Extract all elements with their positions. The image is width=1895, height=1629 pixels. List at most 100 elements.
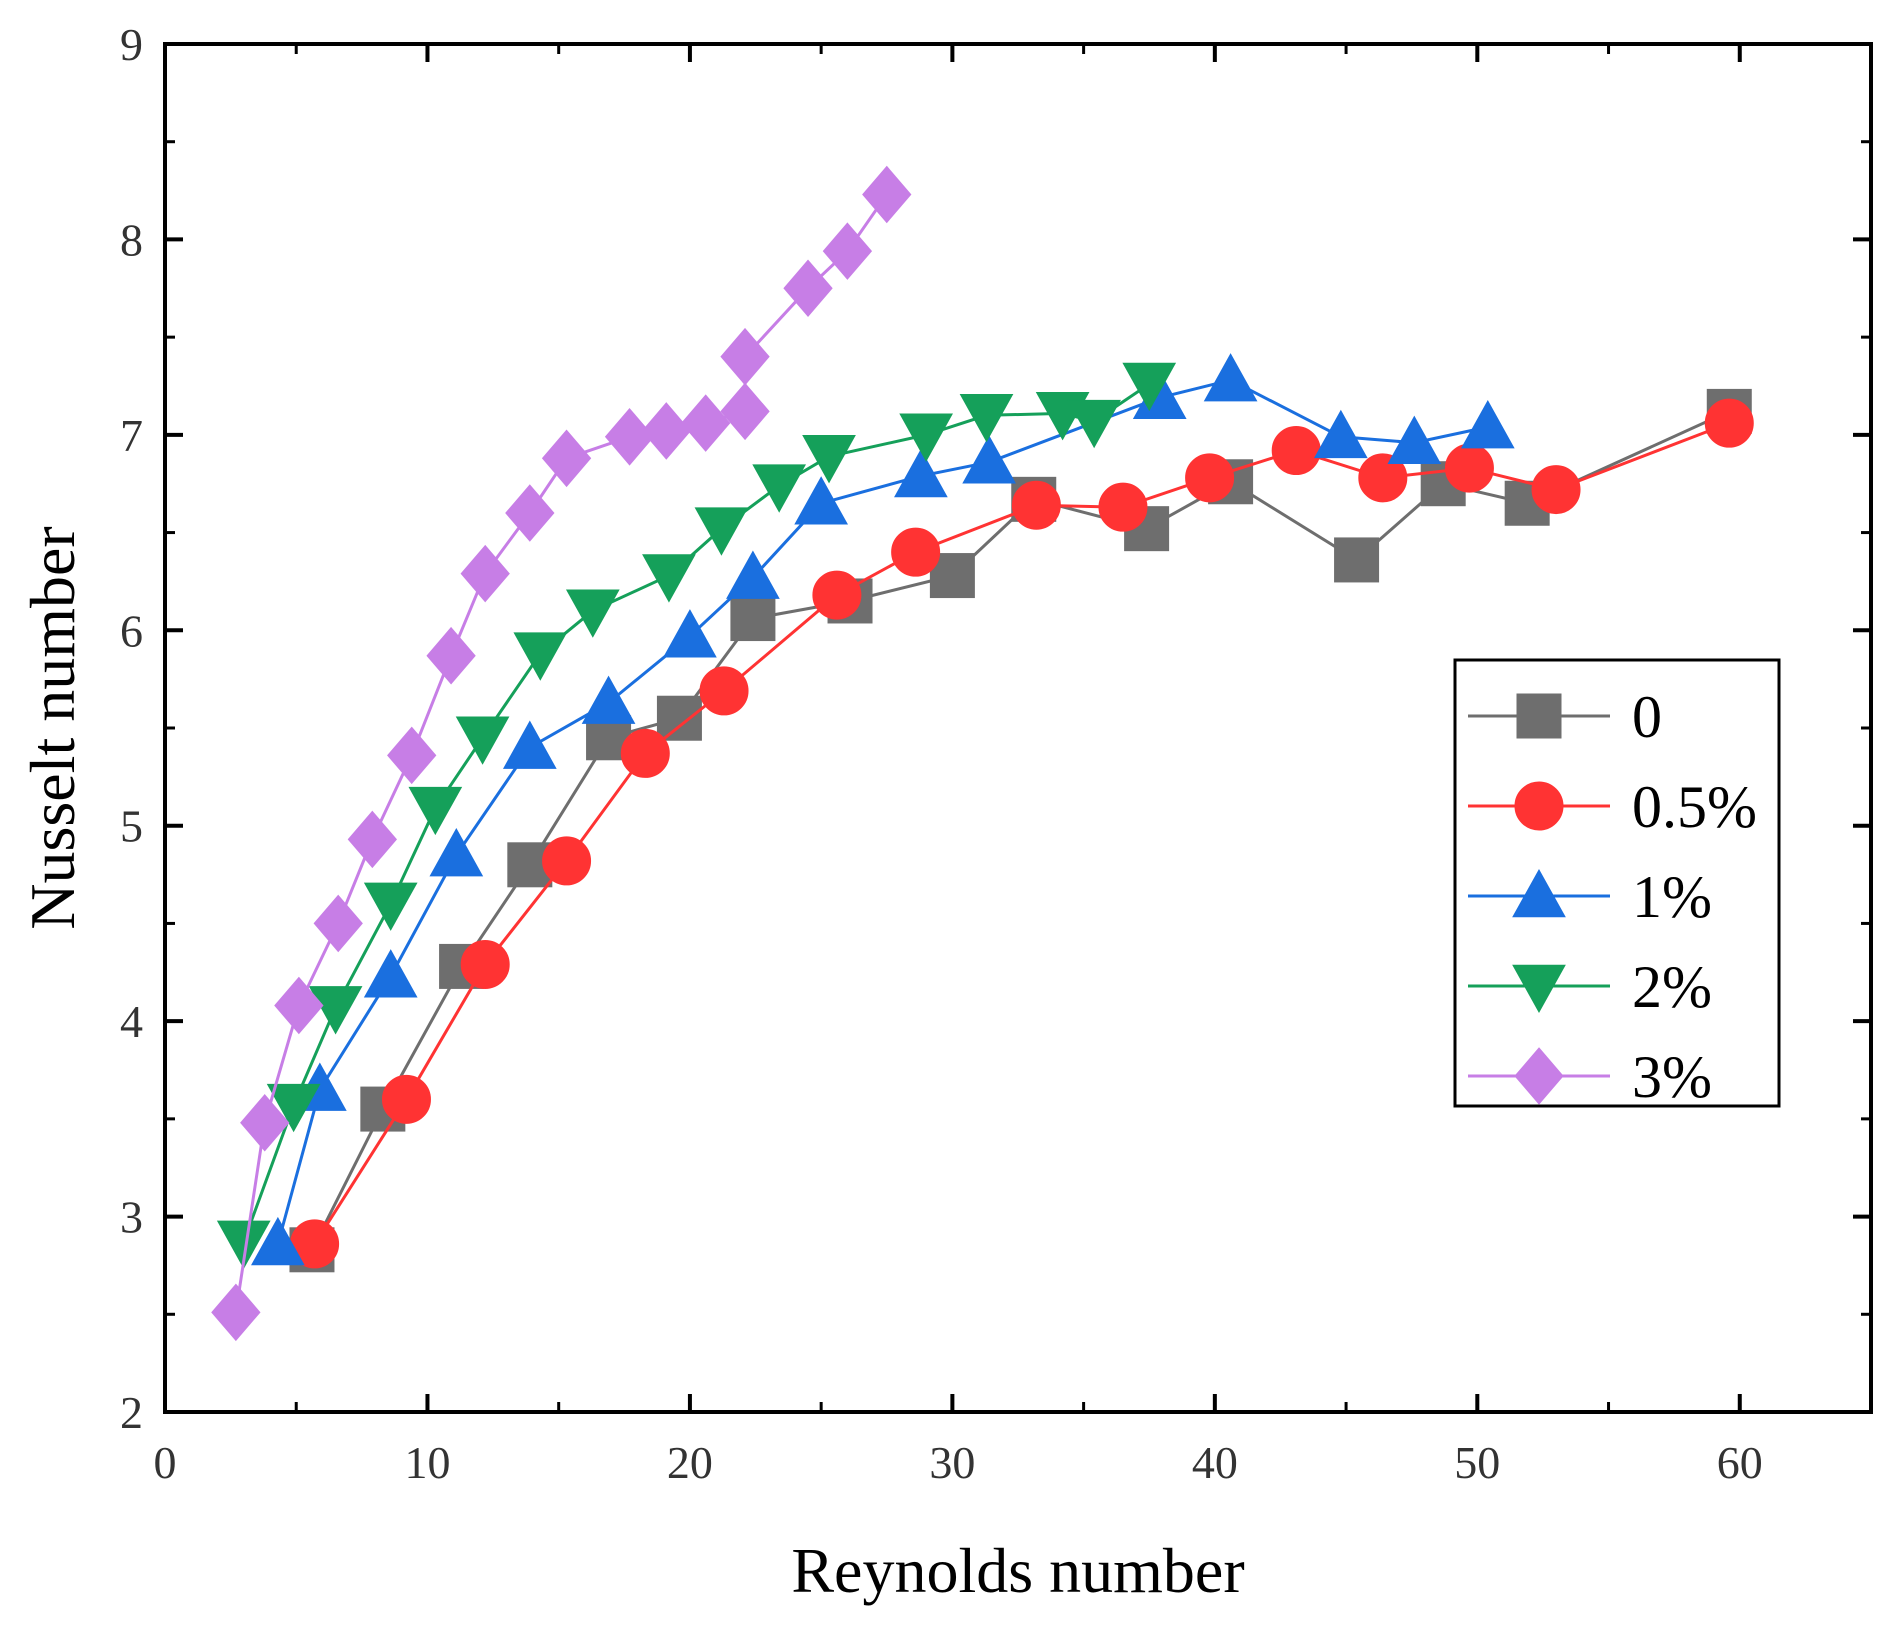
series-3pct-point — [681, 394, 731, 452]
series-3pct-point — [387, 726, 437, 785]
series-3pct-point — [240, 1093, 290, 1152]
series-2pct-point — [363, 882, 418, 931]
series-3pct-point — [313, 894, 363, 953]
series-0p5pct-point — [1444, 443, 1494, 493]
x-tick-label: 20 — [667, 1437, 713, 1488]
series-3pct — [211, 165, 912, 1342]
series-1pct-point — [962, 435, 1016, 484]
series-2pct-point — [513, 632, 568, 681]
series-2pct-point — [752, 464, 807, 513]
series-3pct-point — [641, 402, 691, 460]
legend-item-0-marker — [1516, 693, 1562, 739]
series-1pct — [251, 353, 1515, 1266]
series-1pct-line — [276, 378, 1489, 1245]
y-tick-label: 9 — [120, 19, 143, 70]
x-axis-title: Reynolds number — [791, 1535, 1244, 1606]
legend-item-0p5pct: 0.5% — [1468, 774, 1757, 840]
y-tick-label: 7 — [120, 410, 143, 461]
series-2pct-point — [802, 435, 856, 484]
legend-item-3pct-marker — [1514, 1047, 1564, 1105]
series-1pct-point — [894, 448, 948, 498]
series-3pct-point — [505, 484, 555, 542]
series-0p5pct-point — [1531, 465, 1581, 515]
plot-frame — [163, 42, 1873, 1414]
series-3pct-point — [720, 382, 770, 441]
series-2pct — [216, 362, 1177, 1270]
series-3pct-point — [862, 165, 912, 224]
legend-item-0p5pct-marker — [1514, 781, 1564, 831]
x-tick-label: 50 — [1454, 1437, 1500, 1488]
series-2pct-point — [408, 786, 463, 836]
series-0-point — [656, 695, 702, 741]
y-tick-label: 6 — [120, 605, 143, 656]
series-1pct-point — [1460, 400, 1515, 449]
series-0p5pct — [290, 398, 1754, 1269]
series-0p5pct-point — [699, 666, 749, 716]
legend-item-3pct-label: 3% — [1632, 1044, 1712, 1110]
y-tick-label: 4 — [120, 996, 143, 1047]
series-0p5pct-point — [891, 527, 941, 577]
series-0p5pct-point — [1271, 425, 1321, 475]
series-2pct-point — [266, 1083, 321, 1133]
series-0p5pct-point — [1185, 453, 1235, 503]
y-axis-title: Nusselt number — [17, 526, 88, 930]
series-3pct-point — [211, 1283, 261, 1342]
series-1pct-point — [581, 675, 636, 724]
y-tick-label: 2 — [120, 1387, 143, 1438]
legend-item-0-label: 0 — [1632, 684, 1662, 750]
series-2pct-point — [1122, 362, 1177, 412]
series-0p5pct-point — [542, 836, 592, 886]
x-tick-label: 30 — [929, 1437, 975, 1488]
series-0-line — [310, 410, 1730, 1251]
series-1pct-point — [794, 476, 849, 525]
series-3pct-point — [347, 810, 398, 869]
legend-item-2pct-marker — [1512, 964, 1566, 1014]
series-1pct-point — [663, 609, 717, 658]
series-3pct-point — [426, 626, 476, 685]
series-1pct-point — [429, 827, 484, 877]
series-1pct-point — [502, 720, 557, 769]
series-3pct-point — [822, 222, 873, 280]
legend-item-0p5pct-label: 0.5% — [1632, 774, 1757, 840]
legend-item-0: 0 — [1468, 684, 1662, 750]
x-tick-label: 40 — [1192, 1437, 1238, 1488]
series-2pct-point — [216, 1220, 271, 1270]
series-2pct-point — [1067, 399, 1121, 449]
series-0p5pct-point — [1358, 453, 1408, 503]
legend: 0 0.5% 1% 2% 3% — [1453, 658, 1781, 1110]
y-tick-label: 8 — [120, 214, 143, 265]
legend-box — [1453, 658, 1781, 1108]
series-0p5pct-point — [381, 1074, 431, 1124]
series-3pct-point — [783, 259, 833, 318]
legend-item-2pct: 2% — [1468, 954, 1712, 1020]
legend-item-2pct-label: 2% — [1632, 954, 1712, 1020]
series-0p5pct-point — [620, 728, 670, 778]
series-2pct-point — [455, 716, 510, 765]
series-0p5pct-point — [1011, 480, 1061, 530]
axes-layer: 0 10 20 30 40 50 60 2 3 4 5 6 7 8 9 — [120, 19, 1873, 1488]
x-tick-label: 0 — [154, 1437, 177, 1488]
series-3pct-point — [720, 327, 770, 386]
legend-item-1pct-label: 1% — [1632, 864, 1712, 930]
series-2pct-point — [565, 589, 620, 638]
series-2pct-point — [642, 554, 696, 603]
legend-item-3pct: 3% — [1468, 1044, 1712, 1110]
series-3pct-point — [541, 429, 592, 488]
series-0p5pct-point — [1098, 482, 1148, 532]
series-2pct-point — [959, 394, 1014, 443]
series-0p5pct-line — [313, 421, 1730, 1245]
series-3pct-point — [274, 976, 324, 1035]
legend-item-1pct-marker — [1512, 868, 1566, 918]
series-0p5pct-point — [1704, 398, 1754, 448]
series-3pct-point — [460, 544, 510, 603]
series-1pct-point — [1203, 353, 1258, 402]
series-1pct-point — [1313, 409, 1368, 459]
series-2pct-point — [308, 986, 363, 1035]
series-0p5pct-point — [812, 570, 862, 620]
series-1pct-point — [1387, 415, 1442, 464]
series-2pct-point — [694, 507, 749, 556]
series-1pct-point — [363, 949, 418, 998]
series-1pct-point — [251, 1216, 305, 1266]
series-2pct-point — [899, 413, 953, 462]
